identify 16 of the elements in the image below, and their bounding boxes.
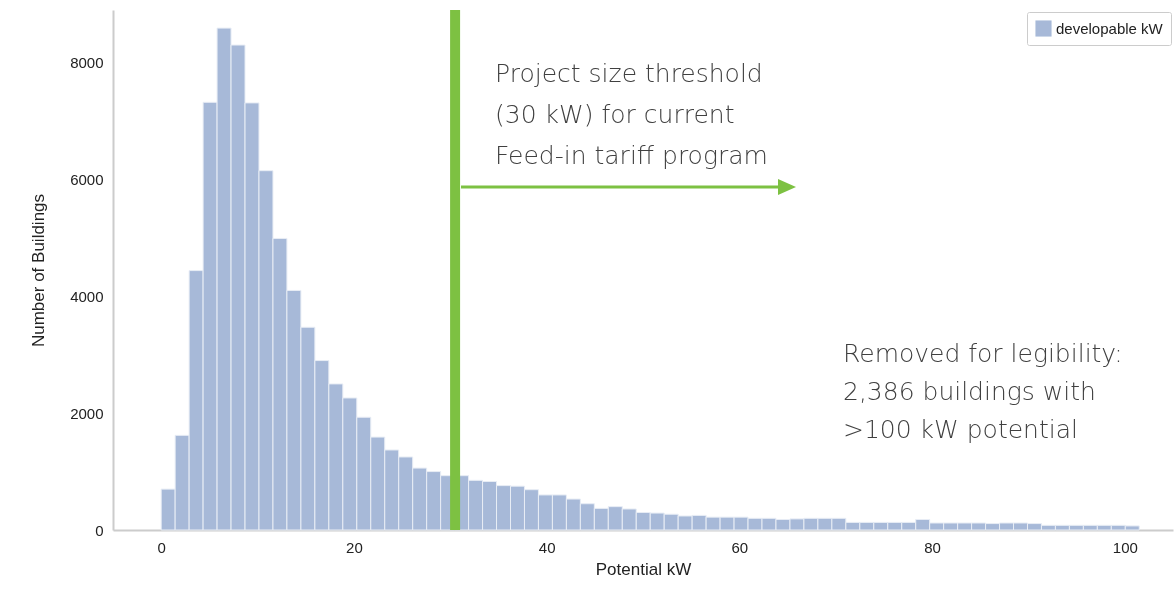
y-axis-title: Number of Buildings [29,193,49,348]
y-tick-label: 6000 [70,170,104,188]
x-tick-label: 80 [924,538,941,556]
y-tick-label: 2000 [70,404,104,422]
legend-label: developable kW [1056,19,1164,37]
y-tick-label: 4000 [70,287,104,305]
x-axis-title: Potential kW [595,559,692,579]
x-tick-label: 20 [346,538,363,556]
ref-line-label: Project size threshold (30 kW) for current Feed-in tariff program [495,59,768,170]
y-tick-label: 0 [95,521,104,539]
x-tick-label: 40 [538,538,556,556]
x-tick-label: 60 [731,538,749,556]
x-tick-label: 0 [157,538,166,556]
y-tick-label: 8000 [70,54,104,72]
annotation: Removed for legibility: 2,386 buildings with >100 kW potential [843,339,1123,444]
x-tick-label: 100 [1112,538,1138,556]
